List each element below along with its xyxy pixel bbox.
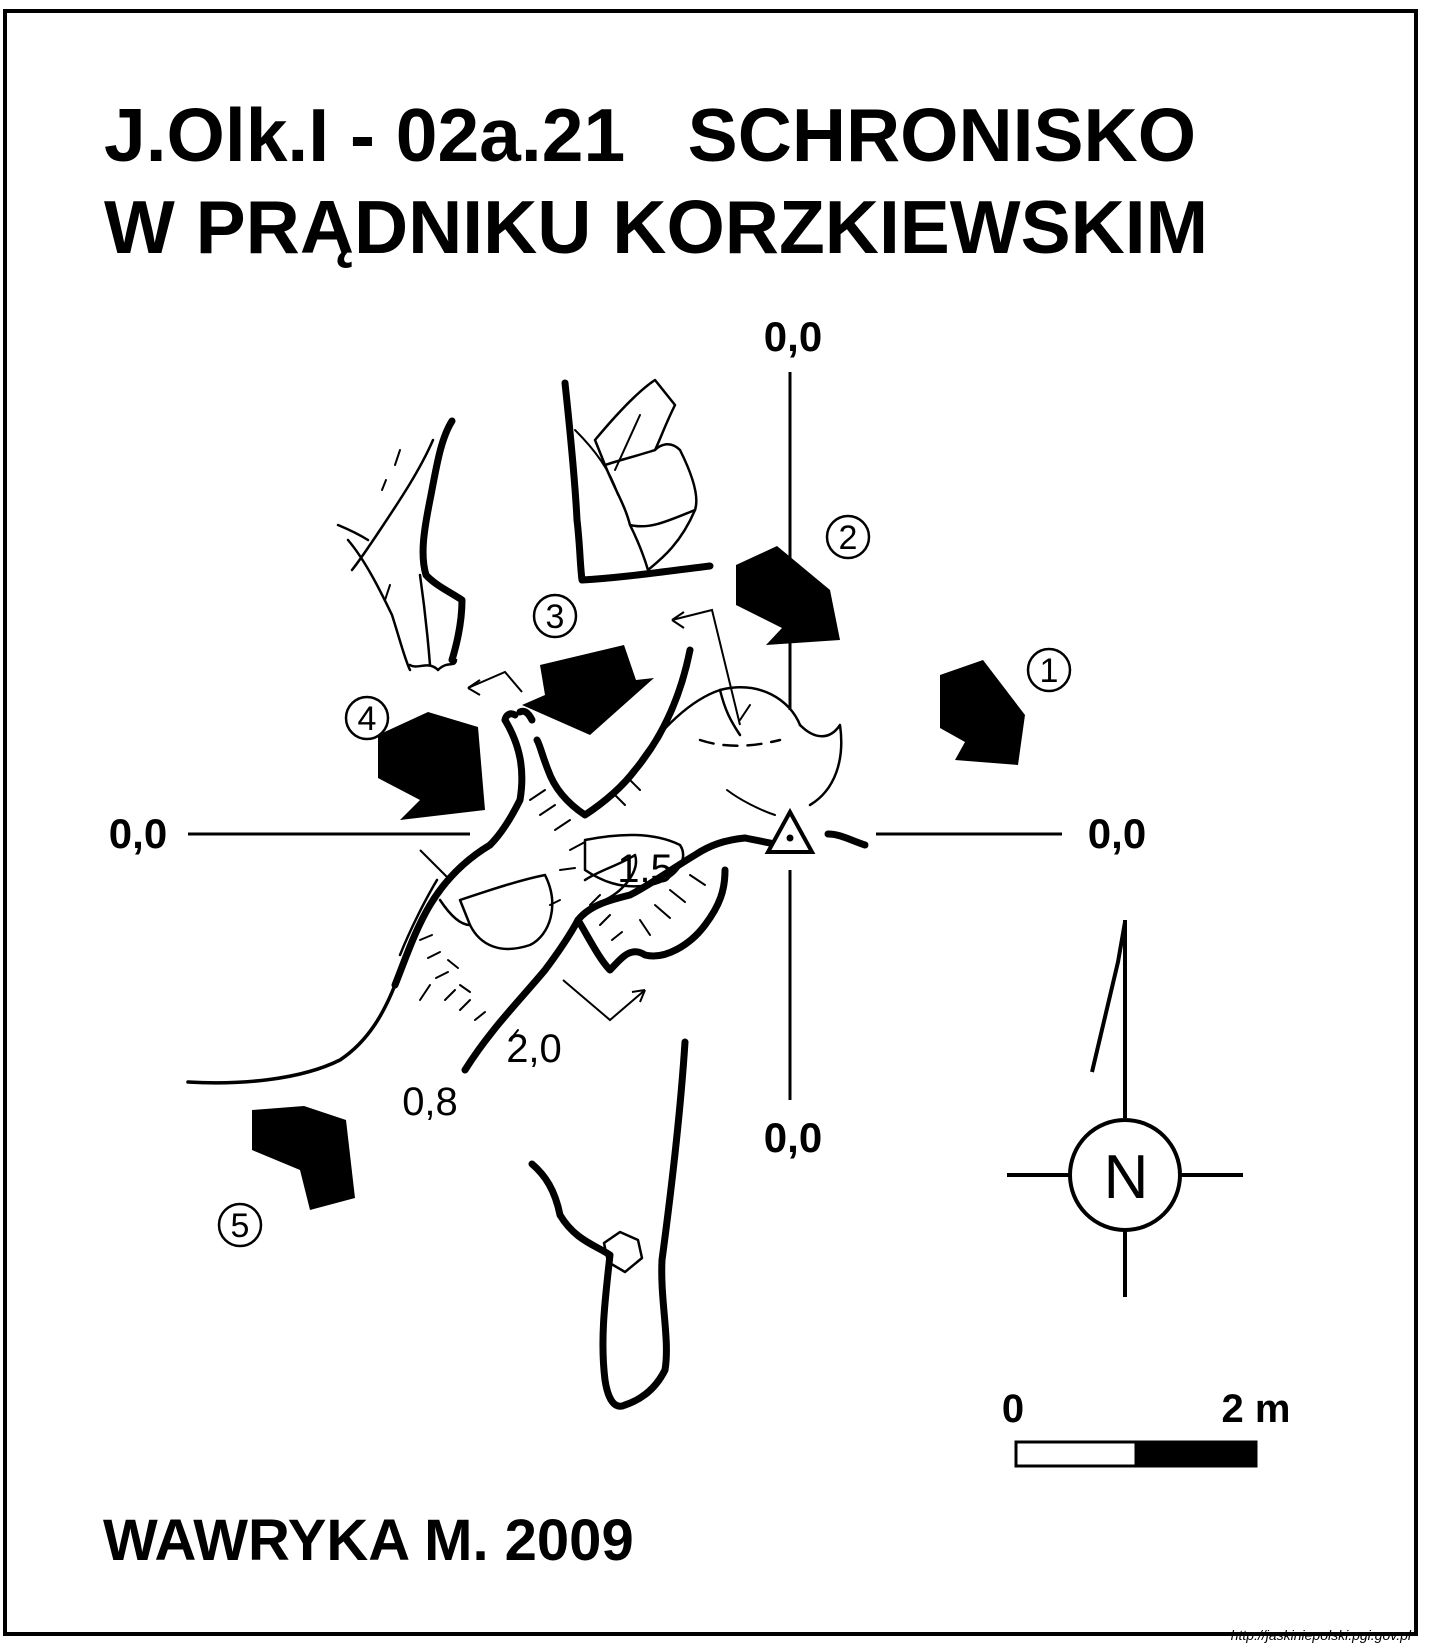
map-frame (3, 9, 1418, 1636)
depth-label-3: 0,8 (402, 1080, 458, 1124)
scale-segment-black (1134, 1440, 1258, 1468)
cross-section-arrows (252, 546, 1025, 1210)
compass-circle (1068, 1118, 1182, 1232)
scale-label-end: 2 m (1222, 1387, 1291, 1431)
section-arrow-4 (378, 712, 485, 820)
section-number-2: 2 (839, 519, 858, 557)
section-arrow-1 (940, 660, 1025, 765)
north-letter: N (1104, 1143, 1149, 1212)
section-numbers: 2 1 3 4 5 (217, 514, 1072, 1248)
scale-label-start: 0 (1002, 1387, 1024, 1431)
axis-label-right: 0,0 (1088, 810, 1146, 857)
source-url[interactable]: http://jaskiniepolski.pgi.gov.pl (1230, 1627, 1411, 1643)
rock-outcrop-south (528, 1038, 689, 1410)
map-author: WAWRYKA M. 2009 (103, 1508, 634, 1573)
cave-outline (186, 646, 869, 1085)
reference-axes (188, 372, 1062, 1100)
section-number-1: 1 (1040, 652, 1059, 690)
axis-label-left: 0,0 (109, 810, 167, 857)
axis-label-bottom: 0,0 (764, 1114, 822, 1161)
section-number-3: 3 (546, 598, 565, 636)
rock-outcrop-northwest (336, 417, 466, 672)
rock-outcrop-north (561, 378, 714, 584)
depth-label-2: 2,0 (506, 1027, 562, 1071)
axis-label-top: 0,0 (764, 313, 822, 360)
scale-bar: 0 2 m (1002, 1387, 1291, 1468)
slope-arrows (419, 608, 741, 1022)
scale-segment-white (1014, 1440, 1138, 1468)
north-arrow: N (1007, 920, 1243, 1297)
entrance-marker (764, 807, 816, 854)
map-title-line-1: J.Olk.I - 02a.21 SCHRONISKO (104, 93, 1197, 177)
section-number-4: 4 (358, 700, 377, 738)
map-title-line-2: W PRĄDNIKU KORZKIEWSKIM (104, 185, 1209, 269)
section-arrow-5 (252, 1106, 355, 1210)
depth-label-1: 1,5 (617, 847, 673, 891)
section-arrow-3 (522, 645, 654, 735)
section-arrow-2 (736, 546, 840, 645)
section-number-5: 5 (231, 1207, 250, 1245)
